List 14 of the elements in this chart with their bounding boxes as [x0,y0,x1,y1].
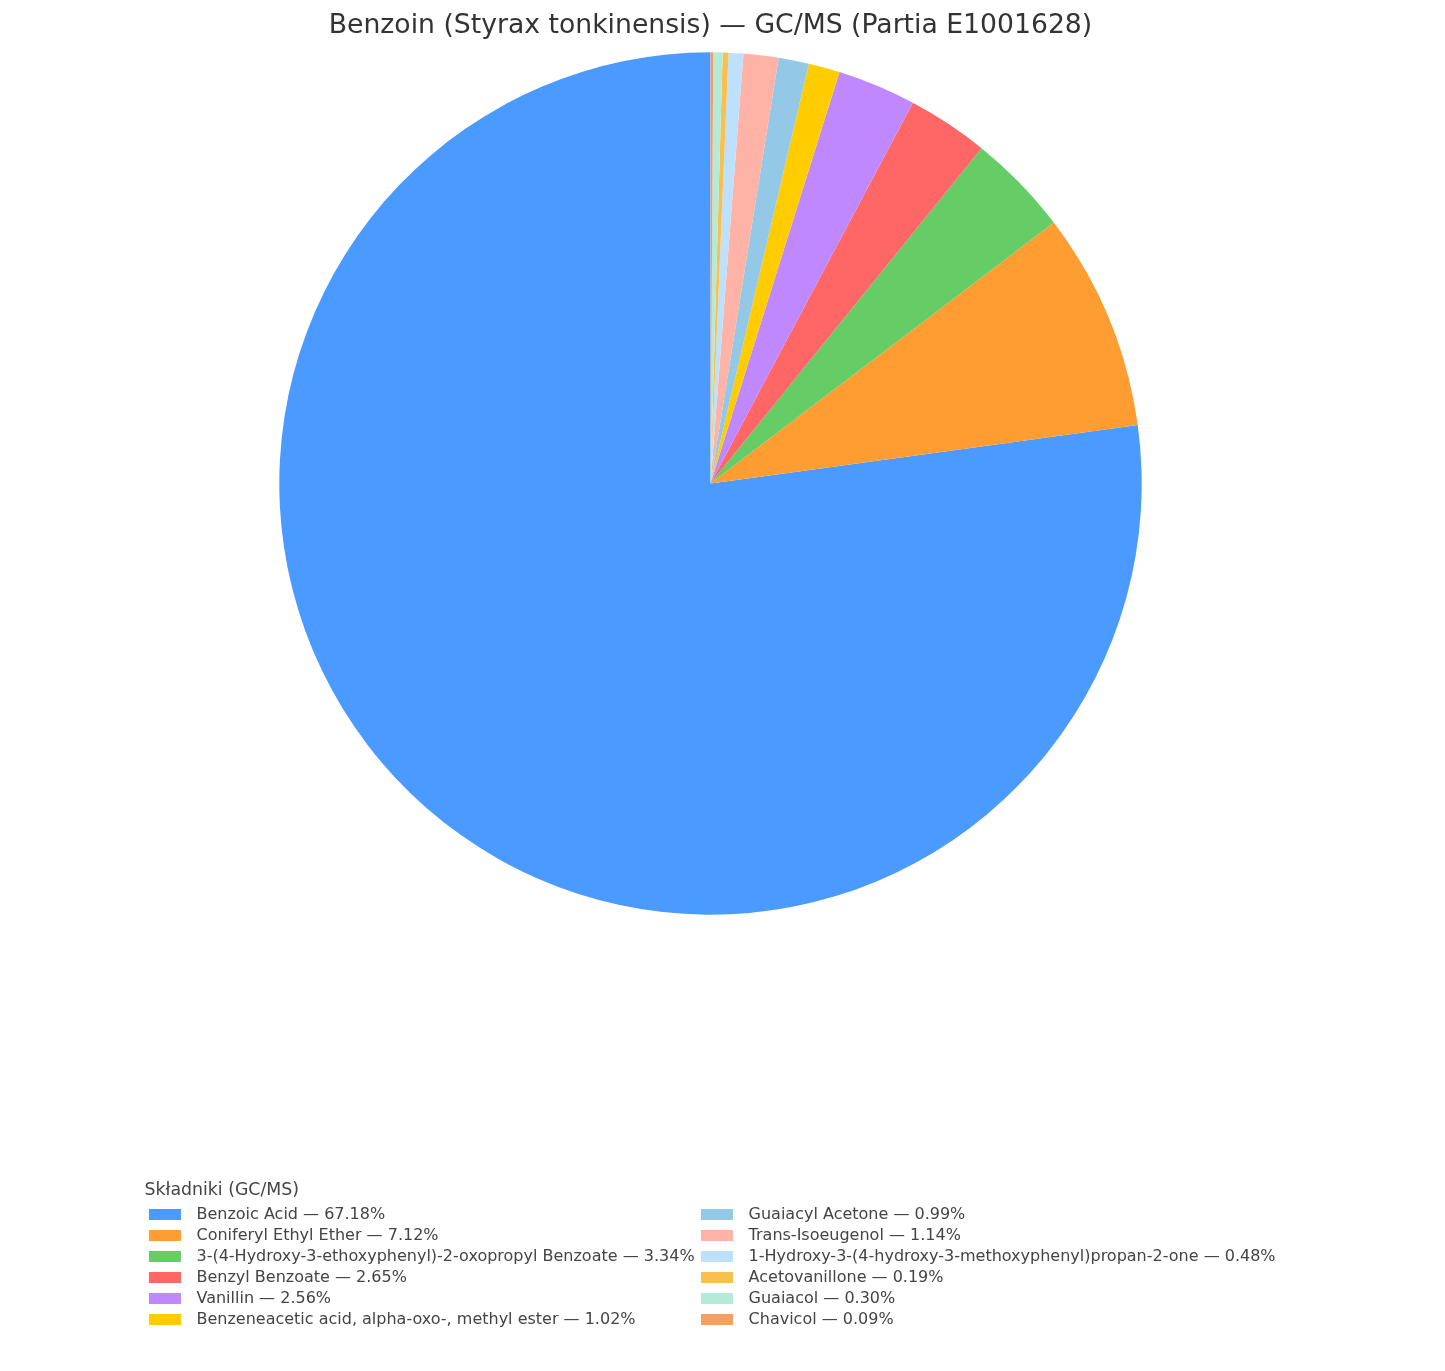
legend-label: Vanillin — 2.56% [196,1288,332,1307]
legend-label: Benzeneacetic acid, alpha-oxo-, methyl ester — 1.02% [196,1309,636,1328]
legend-label: 3-(4-Hydroxy-3-ethoxyphenyl)-2-oxopropyl Benzoate — 3.34% [196,1246,695,1265]
chart-title: Benzoin (Styrax tonkinensis) — GC/MS (Partia E1001628) [328,7,1093,39]
legend-label: Chavicol — 0.09% [748,1309,894,1328]
legend-label: Guaiacyl Acetone — 0.99% [748,1204,966,1223]
legend-label: 1-Hydroxy-3-(4-hydroxy-3-methoxyphenyl)propan-2-one — 0.48% [748,1246,1276,1265]
legend-label: Coniferyl Ethyl Ether — 7.12% [196,1225,439,1244]
legend-label: Benzyl Benzoate — 2.65% [196,1267,407,1286]
legend-label: Acetovanillone — 0.19% [748,1267,944,1286]
legend-label: Benzoic Acid — 67.18% [196,1204,386,1223]
legend-title: Składniki (GC/MS) [144,1179,301,1199]
legend-label: Trans-Isoeugenol — 1.14% [748,1225,961,1244]
legend-label: Guaiacol — 0.30% [748,1288,896,1307]
